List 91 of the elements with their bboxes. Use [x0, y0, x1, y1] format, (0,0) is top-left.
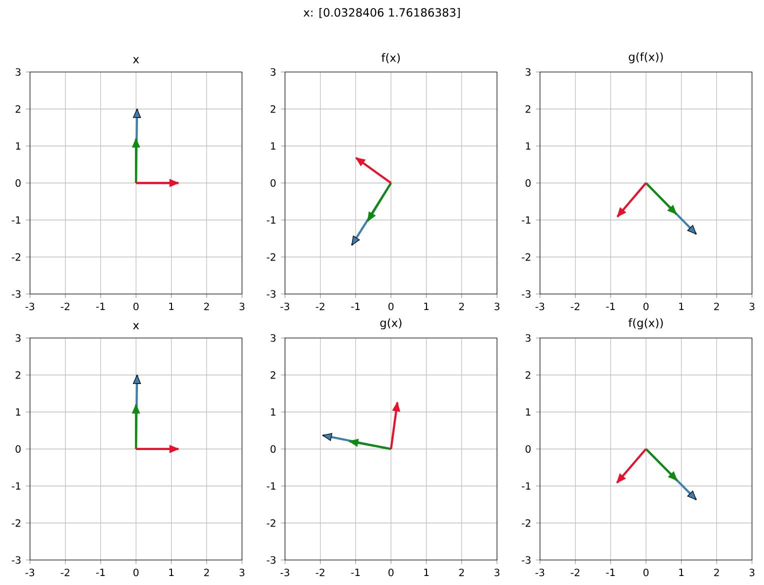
y-tick-label: -2: [12, 519, 20, 527]
chart-title: g(f(x)): [628, 52, 663, 64]
y-tick-label: 0: [16, 445, 21, 453]
y-tick-label: -1: [522, 482, 530, 490]
x-tick-label: -2: [570, 568, 580, 576]
y-tick-label: -2: [522, 519, 530, 527]
y-tick-label: 3: [270, 68, 276, 76]
x-tick-label: -2: [570, 302, 580, 310]
x-tick-label: 0: [133, 302, 139, 310]
x-tick-label: 2: [714, 302, 719, 310]
y-tick-label: 0: [270, 445, 276, 453]
chart-title: f(g(x)): [628, 318, 663, 330]
chart-title: x: [132, 323, 139, 330]
x-tick-label: -1: [606, 568, 615, 576]
y-tick-label: -1: [266, 482, 276, 490]
y-tick-label: 3: [16, 334, 20, 342]
y-tick-label: -1: [522, 216, 530, 224]
y-tick-label: 2: [526, 371, 530, 379]
x-tick-label: -3: [26, 302, 34, 310]
x-tick-label: 2: [714, 568, 719, 576]
y-tick-label: -3: [12, 290, 20, 298]
y-tick-label: 3: [270, 334, 276, 342]
x-tick-label: 3: [240, 568, 244, 576]
y-tick-label: -3: [266, 556, 276, 564]
y-tick-label: -3: [12, 556, 20, 564]
x-tick-label: 2: [459, 302, 464, 310]
x-tick-label: 0: [643, 568, 649, 576]
y-tick-label: 2: [526, 105, 530, 113]
y-tick-label: 2: [16, 105, 20, 113]
y-tick-label: 1: [526, 142, 530, 150]
x-tick-label: 1: [169, 568, 174, 576]
x-tick-label: 1: [424, 302, 429, 310]
y-tick-label: 1: [16, 408, 20, 416]
x-tick-label: 2: [459, 568, 464, 576]
x-tick-label: -2: [316, 302, 324, 310]
x-tick-label: -2: [60, 302, 70, 310]
y-tick-label: -3: [522, 290, 530, 298]
x-tick-label: 2: [204, 302, 209, 310]
y-tick-label: 0: [526, 445, 531, 453]
y-tick-label: 3: [526, 68, 530, 76]
y-tick-label: 0: [270, 179, 276, 187]
x-tick-label: 3: [750, 302, 754, 310]
x-tick-label: -1: [351, 568, 360, 576]
y-tick-label: -1: [12, 216, 20, 224]
y-tick-label: 1: [271, 142, 276, 150]
text: x: [0.0328406 1.76186383]: [304, 8, 460, 18]
x-tick-label: 1: [169, 302, 174, 310]
x-tick-label: -3: [26, 568, 34, 576]
x-tick-label: -2: [60, 568, 70, 576]
y-tick-label: -1: [12, 482, 20, 490]
y-tick-label: -1: [266, 216, 276, 224]
x-tick-label: 1: [679, 302, 684, 310]
y-tick-label: 2: [270, 105, 276, 113]
chart-title: x: [132, 57, 139, 64]
x-tick-label: 0: [388, 568, 394, 576]
x-tick-label: -1: [96, 302, 105, 310]
x-tick-label: 3: [494, 302, 500, 310]
y-tick-label: -3: [266, 290, 276, 298]
y-tick-label: 0: [526, 179, 531, 187]
x-tick-label: 3: [494, 568, 500, 576]
x-tick-label: -1: [351, 302, 360, 310]
y-tick-label: -3: [522, 556, 530, 564]
y-tick-label: 0: [16, 179, 21, 187]
x-tick-label: -1: [96, 568, 105, 576]
y-tick-label: -2: [266, 253, 276, 261]
y-tick-label: 1: [271, 408, 276, 416]
x-tick-label: 3: [750, 568, 754, 576]
x-tick-label: -3: [536, 302, 544, 310]
y-tick-label: -2: [266, 519, 276, 527]
x-tick-label: 2: [204, 568, 209, 576]
x-tick-label: 1: [679, 568, 684, 576]
y-tick-label: 3: [16, 68, 20, 76]
y-tick-label: 1: [16, 142, 20, 150]
x-tick-label: -3: [536, 568, 544, 576]
chart-title: g(x): [380, 318, 402, 330]
x-tick-label: -3: [280, 568, 290, 576]
x-tick-label: 0: [133, 568, 139, 576]
x-tick-label: 3: [240, 302, 244, 310]
y-tick-label: -2: [522, 253, 530, 261]
chart-title: f(x): [381, 53, 400, 64]
y-tick-label: 3: [526, 334, 530, 342]
x-tick-label: -3: [280, 302, 290, 310]
y-tick-label: 2: [16, 371, 20, 379]
x-tick-label: -1: [606, 302, 615, 310]
y-tick-label: 1: [526, 408, 530, 416]
x-tick-label: 1: [424, 568, 429, 576]
y-tick-label: 2: [270, 371, 276, 379]
x-tick-label: 0: [388, 302, 394, 310]
x-tick-label: 0: [643, 302, 649, 310]
y-tick-label: -2: [12, 253, 20, 261]
x-tick-label: -2: [316, 568, 324, 576]
